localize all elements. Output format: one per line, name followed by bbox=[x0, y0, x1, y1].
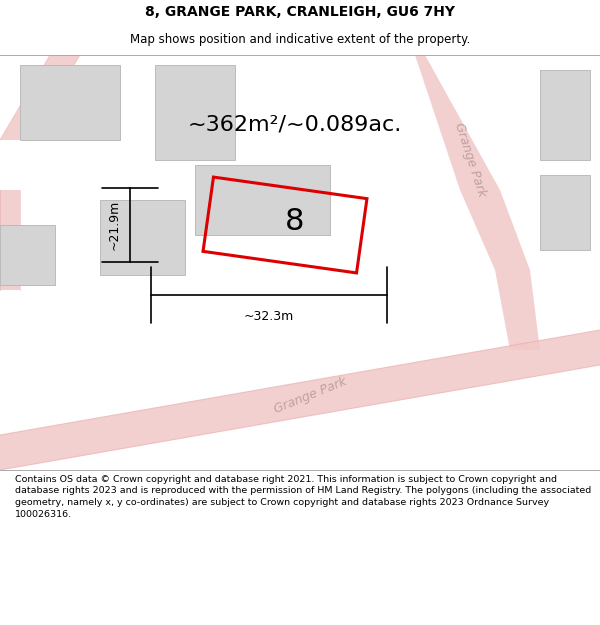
Polygon shape bbox=[0, 55, 80, 140]
Polygon shape bbox=[540, 70, 590, 160]
Polygon shape bbox=[390, 55, 540, 350]
Polygon shape bbox=[0, 190, 20, 290]
Text: Map shows position and indicative extent of the property.: Map shows position and indicative extent… bbox=[130, 33, 470, 46]
Text: Grange Park: Grange Park bbox=[452, 121, 488, 199]
Polygon shape bbox=[0, 225, 55, 285]
Polygon shape bbox=[155, 65, 235, 160]
Text: ~362m²/~0.089ac.: ~362m²/~0.089ac. bbox=[188, 115, 402, 135]
Text: ~21.9m: ~21.9m bbox=[107, 200, 121, 250]
Text: Grange Park: Grange Park bbox=[272, 374, 349, 416]
Text: 8: 8 bbox=[285, 208, 305, 236]
Text: ~32.3m: ~32.3m bbox=[244, 311, 294, 324]
Polygon shape bbox=[100, 200, 185, 275]
Text: 8, GRANGE PARK, CRANLEIGH, GU6 7HY: 8, GRANGE PARK, CRANLEIGH, GU6 7HY bbox=[145, 5, 455, 19]
Text: Contains OS data © Crown copyright and database right 2021. This information is : Contains OS data © Crown copyright and d… bbox=[15, 474, 591, 519]
Polygon shape bbox=[540, 175, 590, 250]
Polygon shape bbox=[195, 165, 330, 235]
Polygon shape bbox=[20, 65, 120, 140]
Polygon shape bbox=[0, 330, 600, 470]
